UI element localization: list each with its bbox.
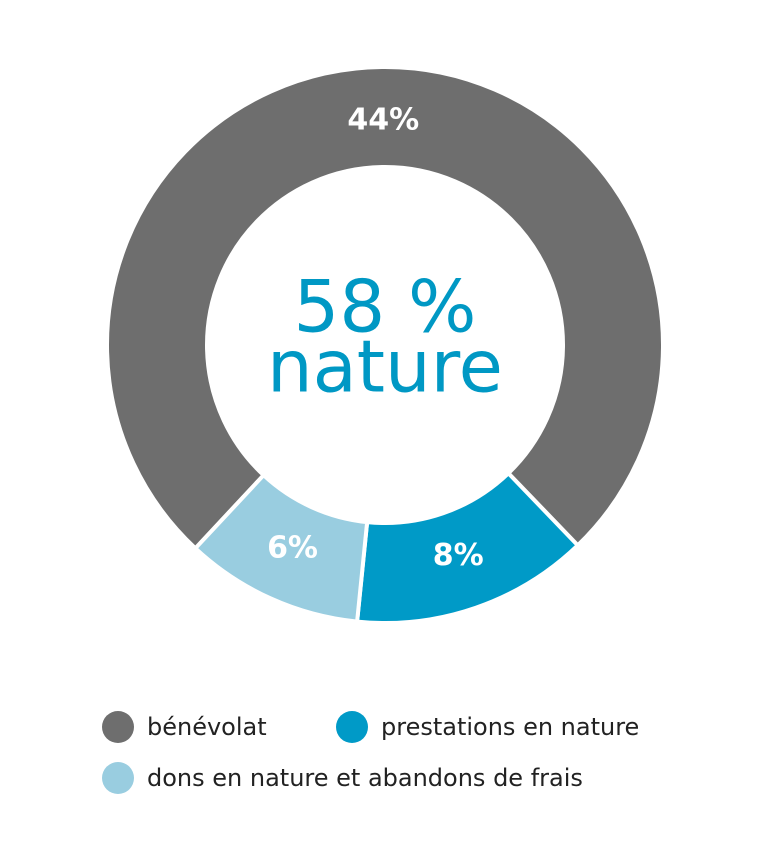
legend-label: prestations en nature <box>381 713 639 741</box>
legend-swatch <box>102 762 134 794</box>
value-label: 6% <box>267 531 318 566</box>
legend-label: dons en nature et abandons de frais <box>147 764 583 792</box>
center-subtext: nature <box>267 325 503 409</box>
center-text: 58 % <box>294 265 477 349</box>
donut-segment <box>192 472 370 624</box>
donut-segment <box>105 65 665 552</box>
legend-swatch <box>102 711 134 743</box>
legend-swatch <box>336 711 368 743</box>
value-label: 44% <box>347 103 419 138</box>
value-label: 8% <box>433 538 484 573</box>
legend-label: bénévolat <box>147 713 267 741</box>
